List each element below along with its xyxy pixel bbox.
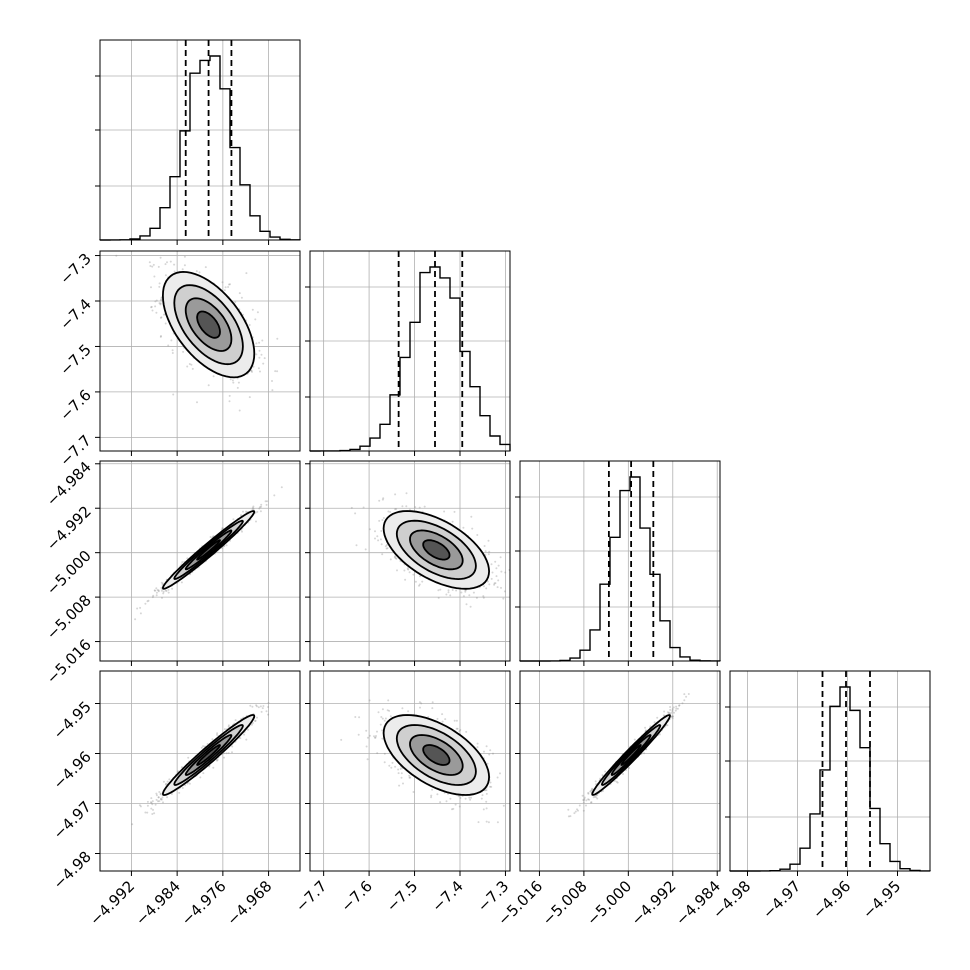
y-tick-label: −7.3 (56, 250, 94, 288)
y-tick-label: −4.95 (50, 698, 95, 743)
contour-3 (422, 539, 451, 561)
contour-0 (161, 714, 256, 796)
scatter-panel-1-0: −7.7−7.6−7.5−7.4−7.3 (56, 250, 301, 470)
hist-panel-0 (95, 39, 301, 245)
hist-step-2 (520, 476, 721, 662)
y-tick-label: −5.008 (43, 591, 95, 643)
hist-step-0 (99, 55, 301, 241)
hist-panel-3: −4.98 −4.97 −4.96 −4.95 (709, 670, 931, 922)
scatter-panel-2-0: −5.016−5.008−5.000−4.992−4.984 (43, 458, 301, 688)
contour-2 (184, 734, 233, 776)
contour-3 (196, 539, 222, 561)
x-tick-label: −4.968 (223, 877, 275, 929)
scatter-panel-3-1: −7.7 −7.6 −7.5 −7.4 −7.3 (292, 670, 512, 916)
contour-2 (184, 529, 233, 571)
scatter-panel-3-2: −5.016−5.008−5.000−4.992−4.984 (494, 670, 724, 929)
contour-0 (382, 714, 491, 796)
y-tick-label: −5.000 (43, 547, 95, 599)
contour-2 (184, 297, 233, 352)
contour-3 (196, 310, 221, 339)
contour-3 (422, 744, 451, 766)
contour-3 (620, 744, 642, 766)
x-tick-label: −4.976 (178, 877, 230, 929)
contour-2 (409, 529, 464, 571)
contour-1 (600, 724, 662, 786)
hist-panel-1 (305, 250, 511, 456)
contour-2 (409, 734, 464, 776)
panel-frame (309, 460, 511, 662)
panel-frame (519, 670, 721, 872)
y-tick-label: −4.97 (50, 798, 95, 843)
contour-0 (161, 510, 256, 590)
x-tick-label: −4.97 (759, 877, 804, 922)
scatter-panel-2-1 (305, 460, 511, 666)
x-tick-label: −4.95 (859, 877, 904, 922)
panel-frame (99, 670, 301, 872)
contour-1 (395, 724, 477, 786)
contour-0 (161, 270, 256, 379)
contour-1 (173, 284, 244, 366)
x-tick-label: −7.4 (428, 877, 466, 915)
contour-0 (591, 714, 671, 796)
contour-1 (173, 519, 244, 581)
panel-frame (519, 460, 721, 662)
hist-step-3 (730, 686, 931, 872)
x-tick-label: −4.96 (809, 877, 854, 922)
panel-frame (99, 250, 301, 452)
x-tick-label: −7.5 (383, 877, 421, 915)
x-tick-label: −4.992 (628, 877, 680, 929)
contour-3 (196, 744, 221, 766)
contour-0 (382, 510, 491, 590)
panel-frame (99, 460, 301, 662)
y-tick-label: −7.4 (56, 295, 94, 333)
panel-frame (729, 670, 931, 872)
contour-1 (395, 519, 477, 581)
scatter-panel-3-0: −4.992−4.984−4.976−4.968 −4.98 −4.97 −4.96 −… (50, 670, 301, 929)
y-tick-label: −4.992 (43, 502, 95, 554)
panel-frame (99, 39, 301, 241)
x-tick-label: −7.7 (292, 877, 330, 915)
y-tick-label: −7.5 (56, 341, 94, 379)
hist-panel-2 (515, 460, 721, 666)
x-tick-label: −7.6 (337, 877, 375, 915)
y-tick-label: −5.016 (43, 636, 95, 688)
contour-1 (173, 724, 244, 786)
x-tick-label: −4.984 (132, 877, 184, 929)
hist-step-1 (309, 266, 511, 452)
y-tick-label: −4.96 (50, 748, 95, 793)
x-tick-label: −5.008 (539, 877, 591, 929)
x-tick-label: −4.992 (86, 877, 138, 929)
y-tick-label: −4.98 (50, 848, 95, 893)
panel-frame (309, 250, 511, 452)
contour-2 (610, 734, 652, 776)
panel-frame (309, 670, 511, 872)
y-tick-label: −7.6 (56, 386, 94, 424)
x-tick-label: −5.000 (583, 877, 635, 929)
